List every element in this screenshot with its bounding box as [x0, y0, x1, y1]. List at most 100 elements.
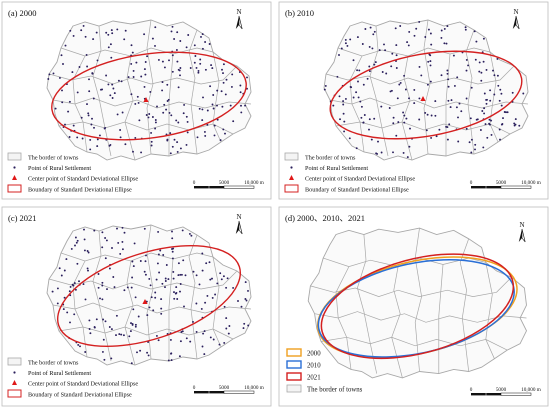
settlement-point — [72, 34, 75, 37]
town-border-line — [212, 256, 222, 348]
settlement-point — [211, 277, 213, 280]
settlement-point — [195, 274, 198, 277]
settlement-point — [470, 138, 473, 141]
settlement-point — [220, 90, 223, 93]
settlement-point — [165, 133, 168, 136]
settlement-point — [130, 62, 133, 65]
settlement-point — [201, 269, 204, 272]
settlement-point — [124, 143, 127, 146]
settlement-point — [169, 132, 172, 135]
settlement-point — [157, 339, 160, 342]
north-arrow-icon: N — [518, 221, 526, 243]
settlement-point — [357, 96, 360, 99]
settlement-point — [149, 284, 152, 287]
settlement-point — [447, 85, 450, 88]
settlement-point — [88, 319, 91, 322]
settlement-point — [143, 33, 146, 36]
scale-bar-white — [223, 185, 255, 189]
settlement-point — [158, 271, 161, 274]
settlement-point — [447, 99, 450, 102]
settlement-point — [493, 93, 496, 96]
settlement-point — [357, 80, 359, 83]
settlement-point — [195, 302, 198, 305]
settlement-point — [163, 103, 166, 106]
settlement-point — [76, 262, 79, 265]
settlement-point — [246, 76, 248, 79]
settlement-point — [87, 251, 90, 254]
settlement-point — [479, 129, 482, 131]
settlement-point — [200, 35, 202, 38]
settlement-point — [84, 35, 87, 38]
settlement-point — [176, 31, 179, 34]
settlement-point — [208, 43, 211, 45]
settlement-point — [373, 117, 376, 120]
settlement-point — [56, 302, 59, 305]
settlement-point — [228, 325, 231, 327]
settlement-point — [169, 338, 172, 341]
settlement-point — [404, 88, 407, 91]
settlement-point — [185, 115, 188, 118]
settlement-point — [100, 88, 102, 91]
legend: The border of towns Point of Rural Settle… — [7, 152, 138, 194]
settlement-point — [368, 45, 371, 48]
settlement-point — [130, 322, 132, 325]
settlement-point — [119, 252, 122, 255]
settlement-point — [123, 231, 126, 234]
settlement-point — [355, 91, 358, 94]
settlement-point — [222, 63, 225, 66]
settlement-point — [465, 69, 468, 72]
town-border-line — [188, 29, 198, 155]
settlement-point — [82, 24, 85, 27]
settlement-point — [418, 97, 421, 100]
settlement-point — [161, 60, 164, 63]
settlement-point — [101, 231, 104, 234]
settlement-point — [176, 298, 179, 300]
settlement-point — [171, 145, 174, 148]
settlement-point — [370, 138, 373, 141]
settlement-point — [482, 146, 485, 149]
settlement-point — [111, 247, 113, 249]
settlement-point — [243, 322, 246, 325]
town-border-line — [349, 55, 365, 153]
settlement-point — [151, 116, 154, 118]
legend-label-2010: 2010 — [307, 363, 321, 370]
legend-label-point: Point of Rural Settlement — [305, 165, 368, 172]
settlement-point — [429, 54, 432, 57]
settlement-point — [144, 73, 147, 76]
ellipse-2021 — [320, 253, 515, 360]
settlement-point — [154, 121, 157, 124]
settlement-point — [402, 111, 405, 114]
settlement-point — [88, 78, 90, 81]
settlement-point — [91, 117, 93, 120]
settlement-point — [134, 102, 137, 105]
settlement-point — [418, 65, 421, 68]
settlement-point — [171, 250, 174, 253]
settlement-point — [110, 29, 113, 32]
settlement-point — [96, 138, 99, 141]
settlement-point — [340, 47, 343, 50]
north-arrow-icon: N — [512, 8, 520, 30]
settlement-point — [496, 57, 499, 60]
settlement-point — [476, 118, 479, 121]
settlement-point — [186, 120, 189, 123]
settlement-point — [366, 77, 369, 80]
north-arrow-right — [238, 220, 243, 235]
settlement-point — [47, 78, 50, 80]
legend-label-center: Center point of Standard Deviational Ell… — [305, 176, 415, 183]
settlement-point — [79, 345, 81, 348]
settlement-point — [179, 340, 182, 343]
settlement-point — [104, 320, 107, 323]
settlement-point — [162, 111, 165, 114]
settlement-point — [501, 123, 504, 125]
settlement-point — [514, 118, 517, 121]
settlement-point — [513, 124, 516, 127]
settlement-point — [121, 226, 124, 229]
town-border-line — [92, 25, 112, 157]
settlement-point — [183, 305, 185, 308]
panel-title: (d) 2000、2010、2021 — [285, 213, 365, 223]
town-border-line — [357, 234, 378, 374]
north-arrow-right — [521, 228, 526, 243]
settlement-point — [227, 332, 230, 335]
settlement-point — [113, 286, 116, 289]
settlement-point — [240, 305, 243, 308]
